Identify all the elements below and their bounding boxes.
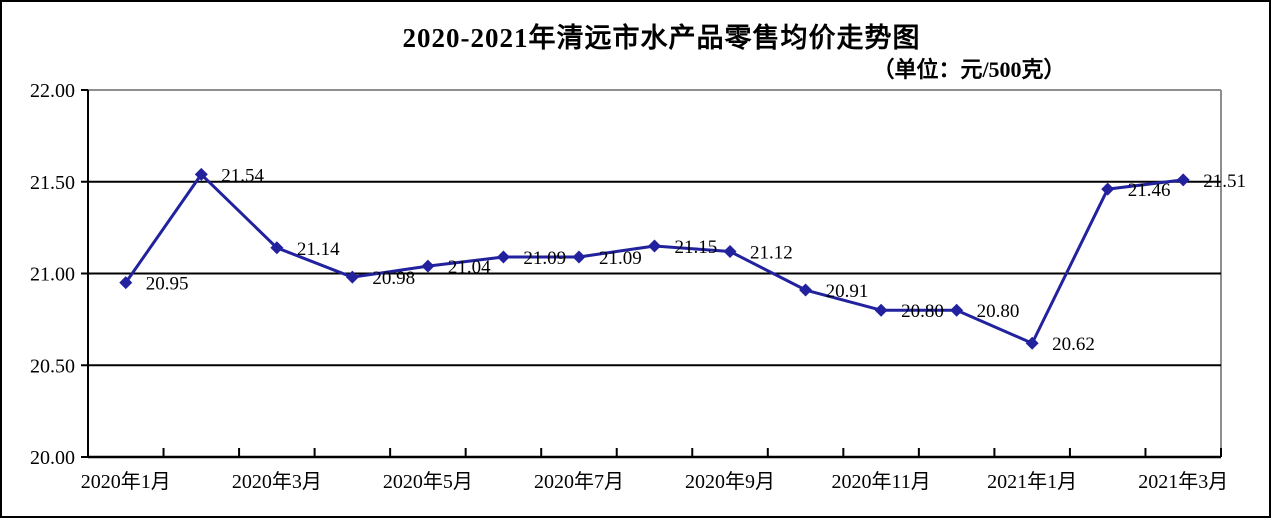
data-point-marker	[723, 244, 737, 258]
data-point-label: 20.80	[977, 301, 1020, 322]
chart-unit-label: （单位：元/500克）	[872, 57, 1066, 82]
data-point-label: 20.80	[901, 301, 944, 322]
data-point-marker	[1101, 182, 1115, 196]
chart-title: 2020-2021年清远市水产品零售均价走势图	[402, 23, 921, 53]
y-tick-label: 20.50	[30, 355, 75, 377]
x-tick-label: 2020年1月	[81, 470, 171, 493]
data-point-label: 21.09	[523, 248, 566, 269]
x-tick-label: 2020年3月	[232, 470, 322, 493]
data-point-label: 20.91	[826, 281, 869, 302]
data-point-marker	[345, 270, 359, 284]
y-tick-label: 21.00	[30, 264, 75, 286]
x-tick-label: 2021年1月	[987, 470, 1077, 493]
data-point-marker	[874, 303, 888, 317]
data-point-label: 21.14	[297, 239, 340, 260]
data-point-label: 21.51	[1203, 171, 1246, 192]
x-tick-label: 2021年3月	[1138, 470, 1228, 493]
x-tick-label: 2020年5月	[383, 470, 473, 493]
data-point-label: 20.62	[1052, 334, 1095, 355]
data-point-marker	[572, 250, 586, 264]
x-tick-label: 2020年9月	[685, 470, 775, 493]
x-tick-label: 2020年7月	[534, 470, 624, 493]
data-point-marker	[194, 167, 208, 181]
data-point-label: 21.46	[1128, 180, 1171, 201]
data-point-label: 21.12	[750, 242, 793, 263]
data-point-marker	[270, 241, 284, 255]
data-point-marker	[496, 250, 510, 264]
data-point-marker	[950, 303, 964, 317]
data-point-marker	[1176, 173, 1190, 187]
y-tick-label: 21.50	[30, 172, 75, 194]
data-line	[124, 172, 1184, 345]
data-point-label: 21.15	[675, 237, 718, 258]
data-point-label: 21.09	[599, 248, 642, 269]
x-tick-label: 2020年11月	[831, 470, 930, 493]
data-point-label: 21.04	[448, 257, 491, 278]
data-point-marker	[1025, 336, 1039, 350]
data-point-label: 20.98	[372, 268, 415, 289]
data-point-marker	[799, 283, 813, 297]
data-point-marker	[119, 276, 133, 290]
data-point-marker	[648, 239, 661, 253]
y-tick-label: 22.00	[30, 80, 75, 102]
data-point-marker	[421, 259, 435, 273]
data-point-label: 21.54	[221, 165, 264, 186]
y-tick-label: 20.00	[30, 447, 75, 469]
data-point-label: 20.95	[146, 274, 189, 295]
